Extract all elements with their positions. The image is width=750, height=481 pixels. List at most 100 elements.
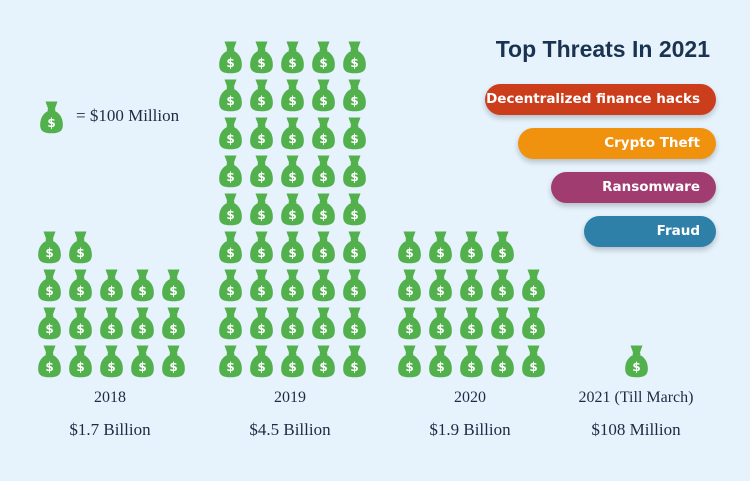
svg-text:$: $ bbox=[405, 360, 413, 374]
money-bag-icon: $ bbox=[249, 78, 274, 112]
money-bag-icon: $ bbox=[218, 154, 243, 188]
money-bag-icon: $ bbox=[397, 230, 422, 264]
svg-text:$: $ bbox=[498, 322, 506, 336]
svg-text:$: $ bbox=[498, 360, 506, 374]
svg-text:$: $ bbox=[288, 246, 296, 260]
svg-text:$: $ bbox=[319, 322, 327, 336]
svg-text:$: $ bbox=[350, 322, 358, 336]
svg-text:$: $ bbox=[76, 360, 84, 374]
money-bag-icon: $ bbox=[311, 116, 336, 150]
svg-text:$: $ bbox=[257, 132, 265, 146]
money-bag-icon: $ bbox=[99, 268, 124, 302]
svg-text:$: $ bbox=[107, 284, 115, 298]
money-bag-icon: $ bbox=[459, 344, 484, 378]
money-bag-icon: $ bbox=[218, 192, 243, 226]
money-bag-icon: $ bbox=[37, 230, 62, 264]
value-label: $1.9 Billion bbox=[429, 420, 511, 439]
svg-text:$: $ bbox=[350, 208, 358, 222]
money-bag-icon: $ bbox=[249, 344, 274, 378]
svg-text:$: $ bbox=[107, 322, 115, 336]
svg-text:$: $ bbox=[498, 246, 506, 260]
money-bag-icon: $ bbox=[218, 116, 243, 150]
svg-text:$: $ bbox=[226, 132, 234, 146]
money-bag-icon: $ bbox=[428, 230, 453, 264]
money-bag-icon: $ bbox=[311, 78, 336, 112]
money-bag-icon: $ bbox=[218, 306, 243, 340]
svg-text:$: $ bbox=[467, 322, 475, 336]
svg-text:$: $ bbox=[257, 246, 265, 260]
threat-label: Crypto Theft bbox=[604, 135, 700, 151]
money-bag-icon: $ bbox=[342, 268, 367, 302]
money-bag-icon: $ bbox=[428, 306, 453, 340]
svg-text:$: $ bbox=[319, 56, 327, 70]
svg-text:$: $ bbox=[288, 284, 296, 298]
svg-text:$: $ bbox=[169, 322, 177, 336]
threat-pill-defi: Decentralized finance hacks bbox=[485, 84, 716, 115]
threat-label: Fraud bbox=[656, 223, 700, 239]
svg-text:$: $ bbox=[632, 360, 640, 374]
money-bag-icon: $ bbox=[342, 306, 367, 340]
money-bag-icon: $ bbox=[521, 306, 546, 340]
money-bag-icon: $ bbox=[68, 268, 93, 302]
money-bag-icon: $ bbox=[521, 268, 546, 302]
svg-text:$: $ bbox=[226, 360, 234, 374]
svg-text:$: $ bbox=[138, 284, 146, 298]
money-bag-icon: $ bbox=[280, 116, 305, 150]
money-bag-icon: $ bbox=[249, 116, 274, 150]
money-bag-icon: $ bbox=[280, 306, 305, 340]
money-bag-icon: $ bbox=[342, 154, 367, 188]
svg-text:$: $ bbox=[76, 322, 84, 336]
svg-text:$: $ bbox=[350, 132, 358, 146]
svg-text:$: $ bbox=[405, 284, 413, 298]
svg-text:$: $ bbox=[76, 284, 84, 298]
svg-text:$: $ bbox=[226, 284, 234, 298]
threat-pill-crypto-theft: Crypto Theft bbox=[518, 128, 716, 159]
money-bag-icon: $ bbox=[68, 230, 93, 264]
svg-text:$: $ bbox=[350, 246, 358, 260]
money-bag-icon: $ bbox=[397, 268, 422, 302]
svg-text:$: $ bbox=[257, 360, 265, 374]
svg-text:$: $ bbox=[436, 246, 444, 260]
svg-text:$: $ bbox=[226, 208, 234, 222]
money-bag-icon: $ bbox=[130, 344, 155, 378]
money-bag-icon: $ bbox=[249, 192, 274, 226]
money-bag-icon: $ bbox=[218, 230, 243, 264]
money-bag-icon: $ bbox=[249, 306, 274, 340]
svg-text:$: $ bbox=[467, 284, 475, 298]
svg-text:$: $ bbox=[529, 322, 537, 336]
svg-text:$: $ bbox=[76, 246, 84, 260]
money-bag-icon: $ bbox=[99, 306, 124, 340]
value-label: $108 Million bbox=[591, 420, 681, 439]
money-bag-icon: $ bbox=[490, 306, 515, 340]
money-bag-icon: $ bbox=[280, 192, 305, 226]
svg-text:$: $ bbox=[47, 116, 55, 130]
svg-text:$: $ bbox=[529, 360, 537, 374]
money-bag-icon: $ bbox=[311, 40, 336, 74]
money-bag-icon: $ bbox=[249, 40, 274, 74]
svg-text:$: $ bbox=[226, 56, 234, 70]
money-bag-icon: $ bbox=[342, 230, 367, 264]
money-bag-icon: $ bbox=[280, 40, 305, 74]
money-bag-icon: $ bbox=[218, 268, 243, 302]
legend-unit-label: = $100 Million bbox=[76, 106, 180, 125]
svg-text:$: $ bbox=[288, 208, 296, 222]
value-label: $1.7 Billion bbox=[69, 420, 151, 439]
money-bag-icon: $ bbox=[342, 40, 367, 74]
money-bag-icon: $ bbox=[490, 344, 515, 378]
svg-text:$: $ bbox=[498, 284, 506, 298]
svg-text:$: $ bbox=[436, 322, 444, 336]
svg-text:$: $ bbox=[226, 94, 234, 108]
year-label: 2018 bbox=[94, 389, 126, 406]
svg-text:$: $ bbox=[319, 208, 327, 222]
money-bag-icon: $ bbox=[99, 344, 124, 378]
money-bag-icon: $ bbox=[218, 78, 243, 112]
svg-text:$: $ bbox=[319, 132, 327, 146]
svg-text:$: $ bbox=[288, 94, 296, 108]
year-label: 2019 bbox=[274, 389, 306, 406]
svg-text:$: $ bbox=[467, 360, 475, 374]
money-bag-icon: $ bbox=[459, 230, 484, 264]
svg-text:$: $ bbox=[436, 360, 444, 374]
svg-text:$: $ bbox=[350, 360, 358, 374]
money-bag-icon: $ bbox=[624, 344, 649, 378]
